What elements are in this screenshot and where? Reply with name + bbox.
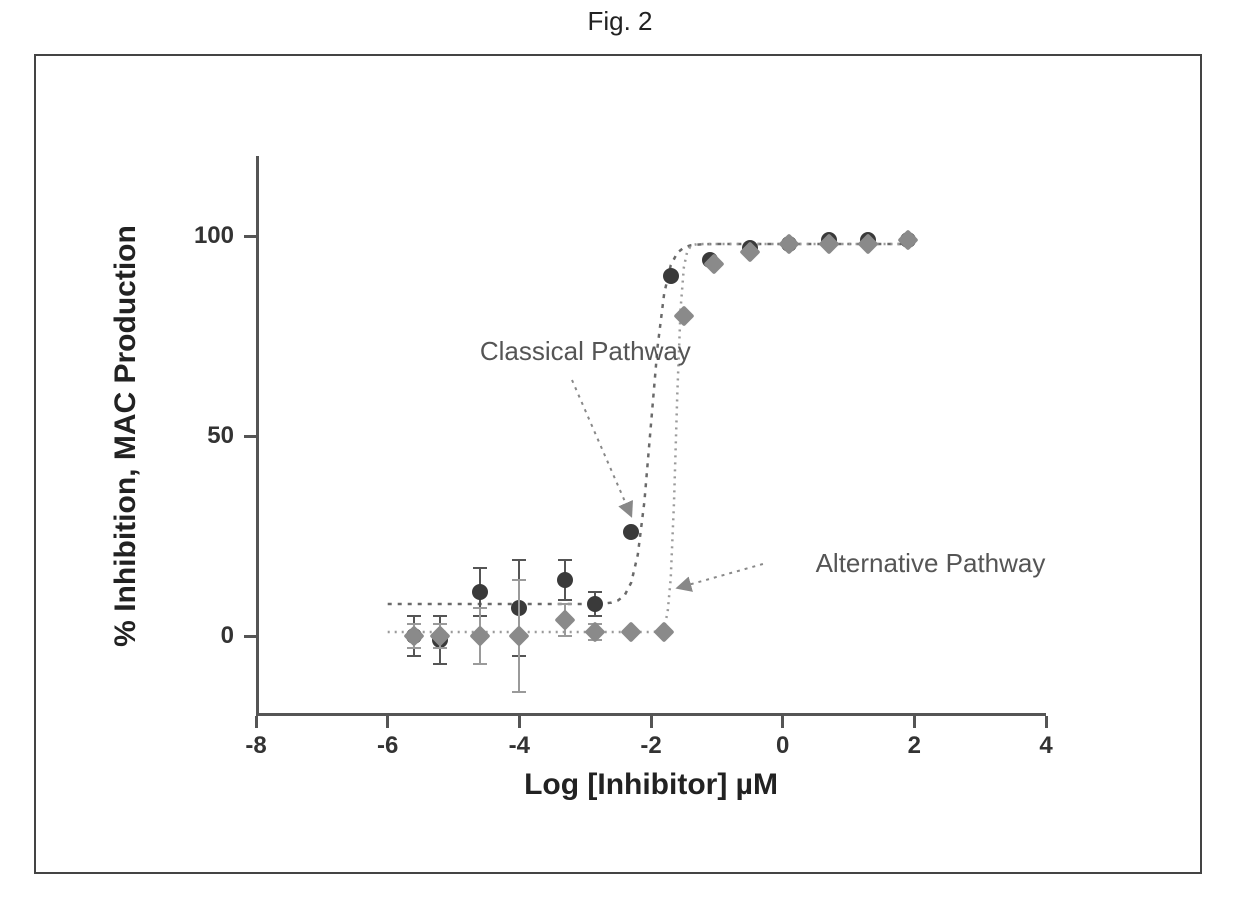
y-tick [244,635,256,638]
error-bar-cap [407,647,421,649]
error-bar-cap [588,591,602,593]
y-tick-label: 0 [174,622,234,650]
chart-frame: -8 -6 -4 -2 0 2 4 0 50 100 Log [Inhibitor] µM % Inh… [34,54,1202,874]
x-tick-label: 0 [776,732,789,760]
x-tick [518,716,521,728]
annotation-label: Alternative Pathway [816,548,1046,579]
error-bar-cap [473,567,487,569]
annotation-label: Classical Pathway [480,336,691,367]
annotation-arrow [572,380,631,516]
x-tick-label: 2 [908,732,921,760]
y-axis-title: % Inhibition, MAC Production [109,225,143,647]
error-bar-cap [433,663,447,665]
y-tick [244,235,256,238]
x-tick-label: -6 [377,732,398,760]
error-bar-cap [473,607,487,609]
x-tick [913,716,916,728]
data-point [472,584,488,600]
error-bar-cap [558,599,572,601]
plot-area: -8-6-4-2024050100Log [Inhibitor] µM% Inh… [256,156,1046,716]
error-bar-cap [433,647,447,649]
page: Fig. 2 -8 -6 -4 -2 0 2 4 0 50 100 Log [Inhibitor] … [0,0,1240,908]
error-bar-cap [558,559,572,561]
x-tick-label: 4 [1039,732,1052,760]
x-tick-label: -2 [640,732,661,760]
error-bar-cap [407,615,421,617]
error-bar-cap [473,663,487,665]
error-bar-cap [407,623,421,625]
figure-caption: Fig. 2 [0,6,1240,37]
error-bar-cap [407,655,421,657]
annotation-arrow [677,564,763,588]
curve-layer [256,156,1046,716]
x-tick [650,716,653,728]
y-tick-label: 100 [174,222,234,250]
x-tick [781,716,784,728]
error-bar-cap [433,615,447,617]
error-bar-cap [512,579,526,581]
error-bar-cap [512,691,526,693]
error-bar-cap [558,635,572,637]
data-point [587,596,603,612]
x-tick [386,716,389,728]
x-axis-title: Log [Inhibitor] µM [524,768,778,802]
x-tick [255,716,258,728]
y-tick-label: 50 [174,422,234,450]
x-tick-label: -4 [509,732,530,760]
data-point [623,524,639,540]
x-tick [1045,716,1048,728]
data-point [663,268,679,284]
error-bar-cap [588,615,602,617]
error-bar-cap [433,623,447,625]
error-bar-cap [558,603,572,605]
data-point [557,572,573,588]
x-tick-label: -8 [245,732,266,760]
y-tick [244,435,256,438]
error-bar-cap [512,559,526,561]
